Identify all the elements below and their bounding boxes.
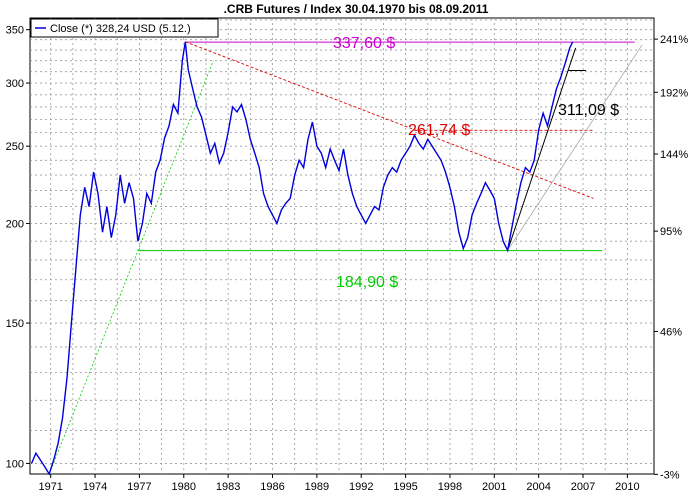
x-tick-label: 2001 [482, 481, 506, 493]
x-tick-label: 2004 [526, 481, 550, 493]
x-tick-label: 2007 [571, 481, 595, 493]
y-tick-label-right: 241% [660, 34, 688, 46]
y-tick-label-right: 46% [660, 326, 682, 338]
x-tick-label: 1998 [438, 481, 462, 493]
trendline-channel [507, 44, 643, 251]
x-tick-label: 1974 [83, 481, 107, 493]
y-tick-label-right: 144% [660, 149, 688, 161]
x-tick-label: 2010 [615, 481, 639, 493]
y-tick-label-left: 200 [6, 218, 24, 230]
x-tick-label: 1971 [38, 481, 62, 493]
grid [30, 18, 654, 474]
x-tick-label: 1986 [260, 481, 284, 493]
annotation-support: 184,90 $ [336, 274, 398, 291]
annotation-high: 337,60 $ [333, 35, 395, 52]
chart-title: .CRB Futures / Index 30.04.1970 bis 08.0… [224, 2, 489, 16]
x-tick-label: 1983 [216, 481, 240, 493]
series-line-close [30, 41, 574, 476]
y-tick-label-left: 350 [6, 25, 24, 37]
x-tick-label: 1995 [393, 481, 417, 493]
y-tick-label-right: -3% [660, 469, 680, 481]
legend: Close (*) 328,24 USD (5.12.) [30, 18, 219, 38]
y-tick-label-left: 150 [6, 318, 24, 330]
y-tick-label-right: 95% [660, 226, 682, 238]
y-tick-label-right: 192% [660, 87, 688, 99]
y-tick-label-left: 100 [6, 458, 24, 470]
trendline-uptrend [507, 47, 577, 251]
legend-label: Close (*) 328,24 USD (5.12.) [50, 23, 191, 35]
legend-box [30, 18, 219, 38]
annotation-trend: 311,09 $ [558, 102, 619, 119]
annotation-resistance: 261,74 $ [408, 122, 470, 139]
x-tick-label: 1992 [349, 481, 373, 493]
x-tick-label: 1980 [172, 481, 196, 493]
annotations: 337,60 $ 261,74 $ 184,90 $ 311,09 $ [333, 35, 619, 291]
y-tick-label-left: 250 [6, 141, 24, 153]
trendline-resistance-diagonal [185, 41, 594, 199]
axes: 1971 1974 1977 1980 1983 1986 1989 1992 1995 1998… [6, 25, 689, 493]
trendlines [48, 41, 643, 475]
plot-frame [29, 17, 655, 475]
x-tick-label: 1977 [127, 481, 151, 493]
y-tick-label-left: 300 [6, 78, 24, 90]
x-tick-label: 1989 [305, 481, 329, 493]
